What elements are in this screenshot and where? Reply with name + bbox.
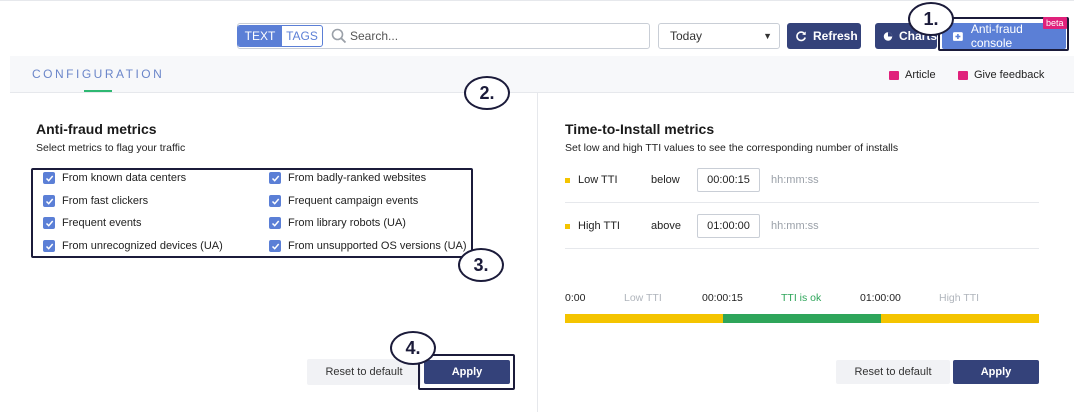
antifraud-metrics-title: Anti-fraud metrics	[36, 121, 157, 137]
high-tti-label: High TTI	[578, 220, 620, 232]
antifraud-reset-button[interactable]: Reset to default	[307, 359, 421, 385]
checkbox-checked-icon	[269, 195, 281, 207]
feedback-label: Give feedback	[974, 69, 1045, 81]
checkbox-checked-icon	[269, 172, 281, 184]
shield-plus-icon	[952, 32, 963, 41]
high-tti-hint: hh:mm:ss	[771, 220, 819, 232]
metric-checkbox[interactable]: From fast clickers	[43, 195, 148, 207]
refresh-button[interactable]: Refresh	[787, 23, 861, 49]
row-divider	[565, 202, 1039, 203]
search-mode-toggle: TEXT TAGS	[237, 25, 323, 47]
checkbox-checked-icon	[269, 217, 281, 229]
caret-down-icon: ▼	[763, 31, 772, 41]
beta-badge: beta	[1043, 17, 1067, 29]
tti-metrics-title: Time-to-Install metrics	[565, 121, 715, 137]
checkbox-checked-icon	[269, 240, 281, 252]
checkbox-checked-icon	[43, 240, 55, 252]
active-tab-indicator	[84, 90, 112, 92]
date-range-select[interactable]: Today ▼	[658, 23, 780, 49]
feedback-icon	[958, 70, 968, 80]
high-tti-row: High TTI	[565, 220, 620, 232]
article-icon	[889, 70, 899, 80]
metric-label: From fast clickers	[62, 195, 149, 207]
metric-label: Frequent events	[62, 217, 142, 229]
refresh-icon	[796, 31, 806, 42]
low-tti-label: Low TTI	[578, 174, 618, 186]
scale-low-value: 00:00:15	[702, 292, 743, 304]
mode-tags-tab[interactable]: TAGS	[286, 29, 318, 43]
scale-ok-label: TTI is ok	[781, 292, 822, 304]
metric-checkbox[interactable]: From known data centers	[43, 172, 186, 184]
refresh-label: Refresh	[813, 29, 858, 43]
search-icon	[331, 28, 347, 44]
configuration-header: CONFIGURATION Article Give feedback	[10, 56, 1074, 93]
metric-label: From unsupported OS versions (UA)	[288, 240, 467, 252]
metric-label: From known data centers	[62, 172, 187, 184]
give-feedback-link[interactable]: Give feedback	[958, 69, 1044, 81]
tti-reset-button[interactable]: Reset to default	[836, 360, 950, 384]
annotation-4: 4.	[390, 331, 436, 365]
scale-high-value: 01:00:00	[860, 292, 901, 304]
metric-checkbox[interactable]: From unsupported OS versions (UA)	[269, 240, 467, 252]
scale-high-label: High TTI	[939, 292, 980, 304]
annotation-1: 1.	[908, 2, 954, 36]
tti-bar-low	[565, 314, 723, 323]
low-tti-row: Low TTI	[565, 174, 618, 186]
high-tti-operator: above	[651, 220, 681, 232]
metric-checkbox[interactable]: Frequent events	[43, 217, 142, 229]
high-tti-marker	[565, 223, 570, 229]
pie-chart-icon	[883, 31, 893, 41]
checkbox-checked-icon	[43, 195, 55, 207]
top-toolbar: TEXT TAGS Today ▼ Refresh Charts Anti-fr…	[0, 0, 1074, 56]
metric-checkbox[interactable]: Frequent campaign events	[269, 195, 418, 207]
checkbox-checked-icon	[43, 217, 55, 229]
panel-divider	[537, 93, 538, 412]
antifraud-apply-button[interactable]: Apply	[424, 360, 510, 384]
tti-bar-ok	[723, 314, 881, 323]
annotation-3: 3.	[458, 248, 504, 282]
low-tti-hint: hh:mm:ss	[771, 174, 819, 186]
metric-label: From badly-ranked websites	[288, 172, 427, 184]
low-tti-operator: below	[651, 174, 680, 186]
row-divider	[565, 248, 1039, 249]
search-input[interactable]	[350, 27, 640, 45]
article-link[interactable]: Article	[889, 69, 936, 81]
tti-apply-button[interactable]: Apply	[953, 360, 1039, 384]
metric-checkbox[interactable]: From badly-ranked websites	[269, 172, 426, 184]
low-tti-input[interactable]: 00:00:15	[697, 168, 760, 192]
low-tti-marker	[565, 177, 570, 183]
metric-label: From unrecognized devices (UA)	[62, 240, 223, 252]
high-tti-input[interactable]: 01:00:00	[697, 214, 760, 238]
antifraud-metrics-subtitle: Select metrics to flag your traffic	[36, 142, 186, 154]
tti-bar-high	[881, 314, 1039, 323]
metric-label: From library robots (UA)	[288, 217, 406, 229]
highlight-metrics-list	[31, 168, 473, 258]
checkbox-checked-icon	[43, 172, 55, 184]
scale-low-label: Low TTI	[624, 292, 662, 304]
tti-metrics-subtitle: Set low and high TTI values to see the c…	[565, 142, 899, 154]
metric-label: Frequent campaign events	[288, 195, 419, 207]
scale-start: 0:00	[565, 292, 586, 304]
mode-text-tab[interactable]: TEXT	[238, 26, 282, 46]
highlight-apply-button	[418, 354, 515, 390]
metric-checkbox[interactable]: From library robots (UA)	[269, 217, 406, 229]
date-range-value: Today	[670, 29, 703, 43]
antifraud-console-label: Anti-fraud console	[970, 22, 1023, 50]
metric-checkbox[interactable]: From unrecognized devices (UA)	[43, 240, 223, 252]
configuration-title: CONFIGURATION	[32, 67, 165, 81]
annotation-2: 2.	[464, 76, 510, 110]
article-label: Article	[905, 69, 936, 81]
